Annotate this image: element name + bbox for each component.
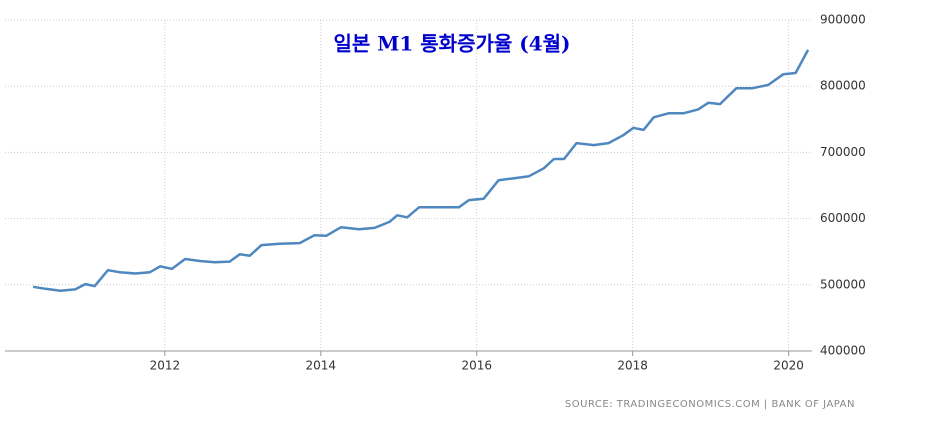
y-tick-label: 700000 [820,145,866,159]
x-tick-label: 2020 [773,359,804,373]
line [32,49,810,293]
y-tick-label: 500000 [820,277,866,291]
x-tick-label: 2016 [461,359,492,373]
x-tick-label: 2014 [306,359,337,373]
y-tick-label: 600000 [820,211,866,225]
x-tick-label: 2018 [617,359,648,373]
y-tick-label: 400000 [820,344,866,358]
chart-title: 일본 M1 통화증가율 (4월) [334,32,571,56]
y-tick-label: 800000 [820,79,866,93]
source: SOURCE: TRADINGECONOMICS.COM | BANK OF J… [565,399,855,410]
x-tick-label: 2012 [150,359,181,373]
y-tick-label: 900000 [820,13,866,27]
